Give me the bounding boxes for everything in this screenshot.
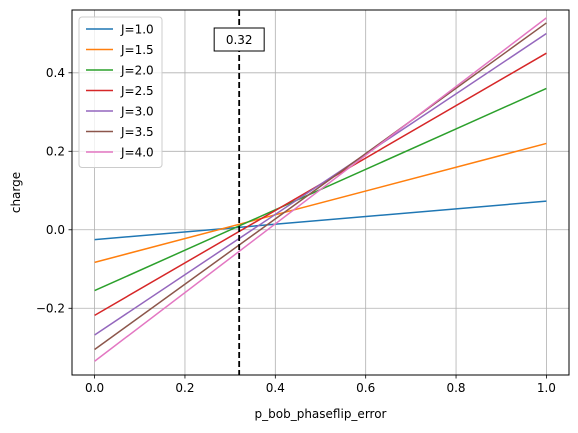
series-line-j-1-5 bbox=[94, 142, 547, 264]
legend-label: J=1.5 bbox=[120, 43, 154, 57]
threshold-label: 0.32 bbox=[226, 33, 253, 47]
x-tick-label: 0.2 bbox=[175, 381, 194, 395]
series-lines bbox=[94, 17, 547, 362]
x-tick-label: 0.6 bbox=[356, 381, 375, 395]
legend-label: J=3.0 bbox=[120, 104, 154, 118]
legend-label: J=2.5 bbox=[120, 84, 154, 98]
series-line-j-3-0 bbox=[94, 32, 547, 336]
threshold-label-box bbox=[213, 27, 265, 52]
series-line-j-1-0 bbox=[94, 200, 547, 241]
series-line-j-3-5 bbox=[94, 22, 547, 351]
legend-label: J=2.0 bbox=[120, 63, 154, 77]
legend-box bbox=[78, 16, 163, 168]
legend-label: J=4.0 bbox=[120, 145, 154, 159]
threshold-line: 0.32 bbox=[213, 10, 265, 375]
y-tick-label: −0.2 bbox=[36, 301, 65, 315]
legend-label: J=3.5 bbox=[120, 125, 154, 139]
y-tick-label: 0.2 bbox=[46, 144, 65, 158]
x-tick-label: 0.4 bbox=[266, 381, 285, 395]
x-tick-label: 1.0 bbox=[537, 381, 556, 395]
axis-ticks: 0.0 0.2 0.4 0.6 0.8 1.0 −0.2 0.0 0.2 0.4 bbox=[36, 66, 556, 395]
y-tick-label: 0.0 bbox=[46, 223, 65, 237]
series-line-j-4-0 bbox=[94, 17, 547, 362]
legend: J=1.0 J=1.5 J=2.0 J=2.5 J=3.0 J=3.5 J=4.0 bbox=[78, 16, 163, 168]
legend-label: J=1.0 bbox=[120, 22, 154, 36]
x-tick-label: 0.8 bbox=[446, 381, 465, 395]
plot-frame bbox=[71, 9, 570, 376]
x-tick-label: 0.0 bbox=[85, 381, 104, 395]
x-axis-label: p_bob_phaseflip_error bbox=[255, 407, 387, 421]
y-axis-label: charge bbox=[9, 172, 23, 213]
y-tick-label: 0.4 bbox=[46, 66, 65, 80]
